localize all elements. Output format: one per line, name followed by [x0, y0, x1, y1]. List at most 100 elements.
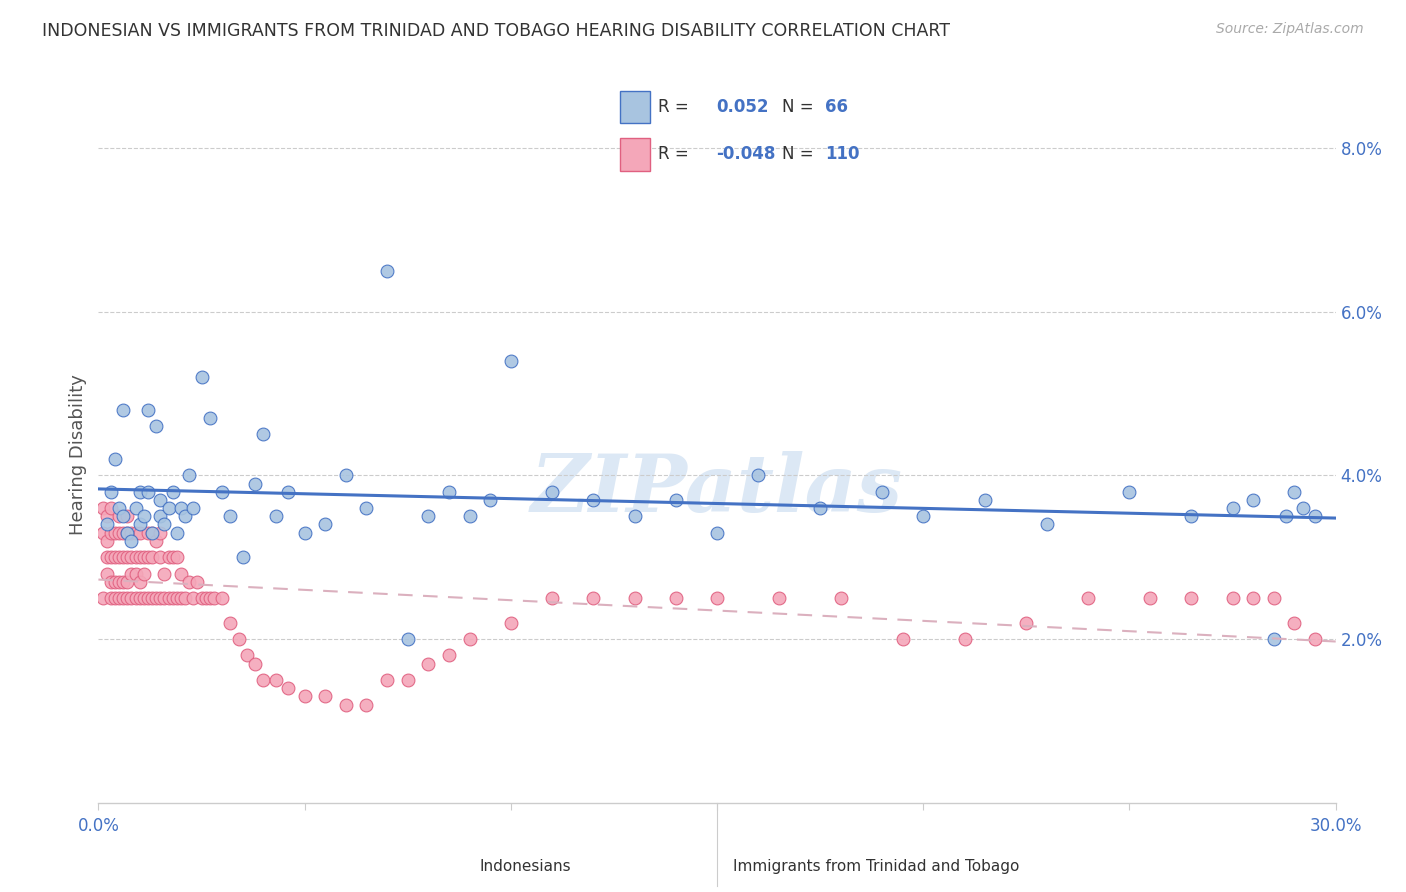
Text: R =: R = — [658, 98, 695, 116]
Point — [100, 591, 122, 606]
Point — [162, 550, 184, 565]
Point — [149, 525, 172, 540]
Point — [166, 525, 188, 540]
Point — [194, 591, 217, 606]
Point — [112, 403, 135, 417]
Point — [120, 533, 142, 548]
Point — [100, 550, 122, 565]
Point — [166, 550, 188, 565]
Point — [1241, 591, 1264, 606]
Point — [1139, 591, 1161, 606]
Point — [145, 591, 167, 606]
Point — [623, 509, 645, 524]
Text: R =: R = — [658, 145, 695, 163]
Point — [108, 591, 131, 606]
Point — [1222, 591, 1244, 606]
Point — [437, 484, 460, 499]
Point — [232, 550, 254, 565]
Point — [314, 690, 336, 704]
Point — [264, 673, 287, 687]
Point — [149, 550, 172, 565]
Point — [170, 591, 193, 606]
Point — [179, 468, 201, 483]
Point — [153, 566, 176, 581]
Point — [458, 509, 481, 524]
Point — [120, 591, 142, 606]
Point — [141, 525, 163, 540]
Point — [162, 484, 184, 499]
Point — [157, 591, 180, 606]
Point — [153, 517, 176, 532]
Point — [219, 509, 242, 524]
Point — [418, 509, 440, 524]
Point — [136, 525, 159, 540]
Point — [479, 492, 502, 507]
Point — [202, 591, 225, 606]
Point — [145, 419, 167, 434]
Point — [356, 698, 378, 712]
Point — [108, 501, 131, 516]
Point — [117, 525, 139, 540]
Point — [124, 550, 146, 565]
Point — [1284, 615, 1306, 630]
Point — [153, 591, 176, 606]
Point — [112, 550, 135, 565]
Point — [162, 591, 184, 606]
Point — [277, 681, 299, 696]
Point — [124, 525, 146, 540]
Point — [375, 673, 398, 687]
Point — [112, 509, 135, 524]
Point — [112, 574, 135, 589]
Point — [541, 591, 564, 606]
Point — [335, 698, 357, 712]
Point — [108, 509, 131, 524]
Point — [96, 517, 118, 532]
Point — [665, 591, 688, 606]
Point — [136, 591, 159, 606]
Text: N =: N = — [782, 98, 818, 116]
Point — [1303, 509, 1326, 524]
Point — [132, 550, 155, 565]
Point — [112, 591, 135, 606]
Point — [1241, 492, 1264, 507]
Text: ZIPatlas: ZIPatlas — [531, 451, 903, 528]
Point — [1263, 591, 1285, 606]
Point — [149, 492, 172, 507]
Point — [170, 566, 193, 581]
Point — [1303, 632, 1326, 646]
Point — [706, 591, 728, 606]
Point — [100, 501, 122, 516]
Point — [117, 591, 139, 606]
Point — [499, 353, 522, 368]
Point — [132, 509, 155, 524]
Point — [418, 657, 440, 671]
Point — [974, 492, 997, 507]
Point — [830, 591, 852, 606]
Point — [1284, 484, 1306, 499]
Point — [808, 501, 831, 516]
Point — [100, 525, 122, 540]
Point — [953, 632, 976, 646]
Point — [314, 517, 336, 532]
Point — [1118, 484, 1140, 499]
Point — [149, 509, 172, 524]
Point — [91, 525, 114, 540]
Point — [100, 484, 122, 499]
Point — [458, 632, 481, 646]
Text: N =: N = — [782, 145, 818, 163]
Point — [1036, 517, 1059, 532]
Point — [219, 615, 242, 630]
Point — [541, 484, 564, 499]
Point — [136, 403, 159, 417]
Point — [1292, 501, 1315, 516]
Point — [104, 452, 127, 467]
Point — [870, 484, 893, 499]
Point — [120, 566, 142, 581]
Point — [132, 591, 155, 606]
Point — [128, 517, 150, 532]
Text: 66: 66 — [825, 98, 848, 116]
Point — [117, 509, 139, 524]
Point — [136, 484, 159, 499]
Point — [141, 550, 163, 565]
Point — [117, 525, 139, 540]
